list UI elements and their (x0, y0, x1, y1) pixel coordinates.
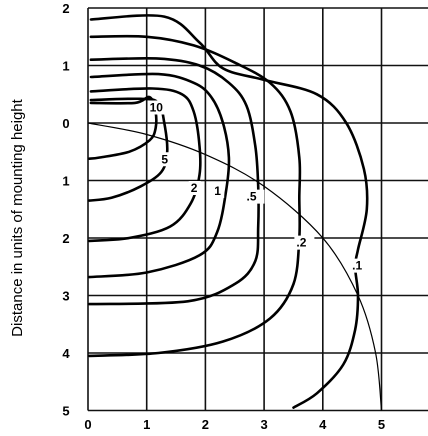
x-tick-label-2: 2 (202, 417, 209, 432)
contour-label-5: .2 (296, 236, 306, 250)
contour-label-1: 5 (161, 152, 168, 166)
contour-label-3: 1 (214, 184, 221, 198)
contour-label-6: .1 (352, 259, 362, 273)
contour-label-bg-3 (212, 183, 225, 198)
contour-labels: 10 5 2 1 .5 .2 .1 (147, 100, 371, 273)
contour-label-bg-2 (188, 181, 201, 195)
contour-label-2: 2 (191, 181, 198, 195)
contour-label-bg-1 (159, 152, 172, 167)
y-tick-label-7: 5 (62, 404, 69, 419)
x-tick-label-3: 3 (260, 417, 267, 432)
contour-line-5 (87, 34, 302, 358)
y-tick-label-4: 2 (62, 231, 69, 246)
boundary-curve-group (87, 122, 383, 411)
boundary-curve (87, 122, 383, 411)
y-tick-label-2: 0 (62, 116, 69, 131)
contour-label-bg-4 (244, 189, 265, 204)
contour-label-bg-5 (294, 235, 315, 250)
x-tick-label-4: 4 (319, 417, 327, 432)
y-tick-labels: 2 1 0 1 2 3 4 5 (62, 1, 70, 419)
contour-lines (87, 14, 369, 409)
x-tick-label-0: 0 (84, 417, 91, 432)
contour-line-4 (87, 57, 260, 306)
contour-line-0 (87, 95, 158, 160)
contour-line-3 (87, 72, 231, 279)
contour-label-0: 10 (150, 101, 164, 115)
contour-label-4: .5 (246, 190, 256, 204)
contour-label-bg-6 (350, 258, 371, 273)
y-tick-label-1: 1 (62, 59, 69, 74)
y-tick-label-0: 2 (62, 1, 69, 16)
contour-line-1 (87, 97, 169, 202)
x-tick-labels: 0123456 (84, 417, 385, 432)
y-tick-label-3: 1 (62, 174, 69, 189)
x-tick-label-1: 1 (143, 417, 150, 432)
contour-line-2 (87, 87, 202, 243)
y-tick-label-5: 3 (62, 289, 69, 304)
contour-label-bg-0 (147, 100, 168, 115)
y-tick-label-6: 4 (62, 346, 70, 361)
x-tick-label-5: 5 (378, 417, 385, 432)
contour-line-6 (89, 14, 369, 409)
